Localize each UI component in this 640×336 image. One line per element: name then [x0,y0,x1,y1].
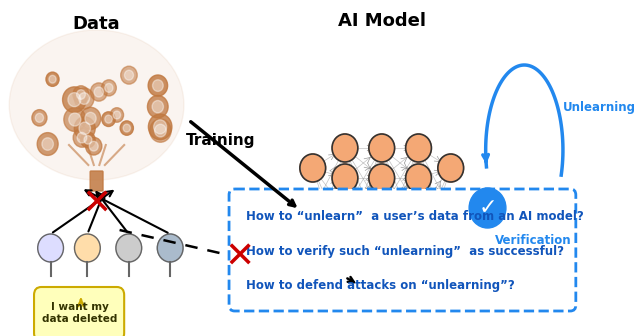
Circle shape [42,138,53,150]
Circle shape [102,112,115,126]
Circle shape [438,154,463,182]
Circle shape [332,196,358,224]
Circle shape [123,124,131,132]
Text: How to verify such “unlearning”  as successful?: How to verify such “unlearning” as succe… [246,245,564,257]
Circle shape [369,134,395,162]
Circle shape [406,134,431,162]
FancyBboxPatch shape [34,287,124,336]
Circle shape [110,108,124,122]
Circle shape [94,87,104,97]
Circle shape [157,234,183,262]
Circle shape [74,88,94,109]
Circle shape [154,124,166,137]
Circle shape [90,83,108,101]
Text: ✕: ✕ [224,241,254,275]
Circle shape [37,133,58,156]
Circle shape [369,254,395,282]
Circle shape [469,188,506,228]
FancyBboxPatch shape [229,189,576,311]
Text: How to “unlearn”  a user’s data from an AI model?: How to “unlearn” a user’s data from an A… [246,210,583,223]
Circle shape [121,66,137,84]
Circle shape [46,72,59,86]
Circle shape [406,226,431,254]
Text: Training: Training [186,132,255,148]
Circle shape [73,128,91,147]
Circle shape [369,226,395,254]
Circle shape [406,164,431,192]
Circle shape [85,112,96,125]
Circle shape [148,114,172,140]
Circle shape [77,90,85,99]
Circle shape [64,108,86,131]
Text: How to defend attacks on “unlearning”?: How to defend attacks on “unlearning”? [246,279,515,292]
Circle shape [68,113,81,126]
Circle shape [49,75,56,83]
Circle shape [332,226,358,254]
Circle shape [513,198,527,214]
Circle shape [406,196,431,224]
Circle shape [154,120,166,134]
Circle shape [116,234,141,262]
Circle shape [369,196,395,224]
Circle shape [300,196,326,224]
Text: Verification: Verification [495,234,572,247]
Circle shape [105,115,112,123]
Circle shape [113,111,120,119]
Circle shape [89,141,98,151]
Circle shape [35,113,44,122]
Text: ✕: ✕ [81,188,112,222]
Text: AI Model: AI Model [338,12,426,30]
Circle shape [68,93,81,107]
Circle shape [150,119,171,142]
Circle shape [81,132,95,148]
Circle shape [300,236,326,264]
Circle shape [148,75,168,96]
Circle shape [84,135,92,144]
Circle shape [74,117,95,140]
Circle shape [152,100,163,113]
Circle shape [152,80,163,91]
Text: ✓: ✓ [478,198,497,218]
Circle shape [77,132,87,143]
Circle shape [74,234,100,262]
Circle shape [79,122,90,134]
Circle shape [369,164,395,192]
Text: Unlearning: Unlearning [563,101,636,115]
Circle shape [332,254,358,282]
Circle shape [300,154,326,182]
Circle shape [63,87,86,113]
Circle shape [73,86,89,103]
Circle shape [102,80,116,96]
Circle shape [120,121,133,135]
Text: Data: Data [73,15,120,33]
Circle shape [81,107,100,129]
Circle shape [438,196,463,224]
Text: I want my
data deleted: I want my data deleted [42,302,118,324]
Circle shape [332,164,358,192]
FancyBboxPatch shape [90,171,103,191]
Circle shape [86,137,102,155]
Circle shape [332,134,358,162]
Circle shape [79,93,90,104]
Circle shape [147,95,168,118]
Circle shape [406,254,431,282]
Circle shape [438,236,463,264]
Circle shape [38,234,63,262]
Circle shape [124,70,134,80]
Ellipse shape [9,30,184,180]
Circle shape [105,83,113,92]
Circle shape [32,110,47,126]
